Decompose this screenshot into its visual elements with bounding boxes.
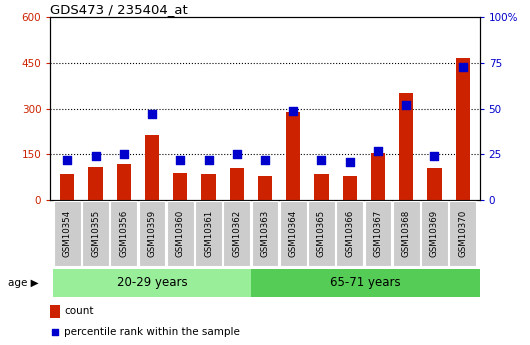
Bar xyxy=(421,201,448,266)
Bar xyxy=(365,201,391,266)
Text: GSM10355: GSM10355 xyxy=(91,210,100,257)
Point xyxy=(430,154,439,159)
Text: GSM10361: GSM10361 xyxy=(204,210,213,257)
Bar xyxy=(393,201,420,266)
Text: GSM10364: GSM10364 xyxy=(289,210,298,257)
Bar xyxy=(145,135,159,200)
Bar xyxy=(308,201,335,266)
Text: GSM10362: GSM10362 xyxy=(232,210,241,257)
Text: GSM10368: GSM10368 xyxy=(402,210,411,257)
Bar xyxy=(50,305,60,318)
Bar xyxy=(139,201,165,266)
Text: 65-71 years: 65-71 years xyxy=(330,276,401,289)
Bar xyxy=(337,201,363,266)
Point xyxy=(458,64,467,69)
Point xyxy=(91,154,100,159)
Bar xyxy=(117,164,131,200)
Point xyxy=(374,148,382,154)
Text: GSM10366: GSM10366 xyxy=(345,210,354,257)
Text: GSM10369: GSM10369 xyxy=(430,210,439,257)
Point xyxy=(51,330,59,335)
Text: age ▶: age ▶ xyxy=(7,278,38,288)
Point xyxy=(120,152,128,157)
Bar xyxy=(314,174,329,200)
Text: 20-29 years: 20-29 years xyxy=(117,276,187,289)
Bar xyxy=(53,269,251,297)
Point xyxy=(176,157,184,162)
Bar xyxy=(343,176,357,200)
Text: GSM10367: GSM10367 xyxy=(374,210,383,257)
Bar xyxy=(110,201,137,266)
Text: count: count xyxy=(64,306,94,316)
Bar xyxy=(371,153,385,200)
Point xyxy=(204,157,213,162)
Text: GSM10360: GSM10360 xyxy=(176,210,185,257)
Bar xyxy=(286,112,301,200)
Bar xyxy=(223,201,250,266)
Text: GSM10365: GSM10365 xyxy=(317,210,326,257)
Text: percentile rank within the sample: percentile rank within the sample xyxy=(64,327,240,337)
Bar xyxy=(280,201,307,266)
Bar xyxy=(89,167,103,200)
Bar xyxy=(449,201,476,266)
Text: GSM10359: GSM10359 xyxy=(147,210,156,257)
Text: GSM10354: GSM10354 xyxy=(63,210,72,257)
Point xyxy=(261,157,269,162)
Bar xyxy=(54,201,81,266)
Point xyxy=(317,157,326,162)
Point xyxy=(289,108,297,113)
Bar xyxy=(201,174,216,200)
Text: GSM10370: GSM10370 xyxy=(458,210,467,257)
Bar xyxy=(167,201,193,266)
Text: GDS473 / 235404_at: GDS473 / 235404_at xyxy=(50,3,188,16)
Bar xyxy=(195,201,222,266)
Bar xyxy=(252,201,278,266)
Bar xyxy=(258,176,272,200)
Point xyxy=(346,159,354,165)
Bar xyxy=(229,168,244,200)
Point xyxy=(63,157,72,162)
Point xyxy=(148,111,156,117)
Bar xyxy=(60,174,74,200)
Bar xyxy=(82,201,109,266)
Bar xyxy=(173,172,187,200)
Bar xyxy=(251,269,480,297)
Bar xyxy=(427,168,441,200)
Text: GSM10363: GSM10363 xyxy=(261,210,269,257)
Text: GSM10356: GSM10356 xyxy=(119,210,128,257)
Bar xyxy=(456,58,470,200)
Bar xyxy=(399,93,413,200)
Point xyxy=(402,102,410,108)
Point xyxy=(233,152,241,157)
